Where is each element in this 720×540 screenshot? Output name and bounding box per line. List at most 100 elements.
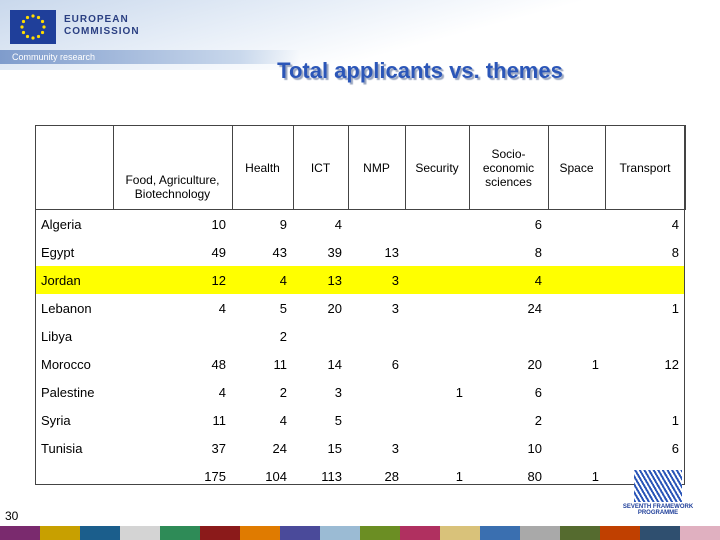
fp7-logo: SEVENTH FRAMEWORK PROGRAMME — [620, 470, 696, 516]
org-line: COMMISSION — [64, 26, 140, 37]
cell — [293, 322, 348, 350]
table-row: Lebanon 4 5 20 3 24 1 — [35, 294, 685, 322]
strip-block — [360, 526, 400, 540]
cell: 24 — [272, 440, 287, 456]
column-header: NMP — [347, 125, 406, 210]
cell — [548, 266, 605, 294]
column-header: Socio-economic sciences — [468, 125, 549, 210]
cell: 6 — [671, 440, 679, 456]
cell — [405, 322, 469, 350]
total-cell: 80 — [527, 468, 542, 484]
star — [25, 34, 30, 39]
strip-block — [400, 526, 440, 540]
cell: 4 — [469, 266, 548, 294]
star — [31, 36, 35, 40]
cell — [548, 434, 605, 462]
cell: 24 — [527, 300, 542, 316]
cell: 20 — [527, 356, 542, 372]
table-row: Libya 2 — [35, 322, 685, 350]
table-row: Syria 11 4 5 2 1 — [35, 406, 685, 434]
cell — [548, 210, 605, 239]
cell — [548, 294, 605, 322]
cell — [405, 266, 469, 294]
star — [40, 30, 45, 35]
row-label: Morocco — [41, 356, 91, 372]
column-header: Health — [231, 125, 294, 210]
total-cell: 113 — [321, 468, 342, 484]
cell — [469, 322, 548, 350]
cell: 14 — [327, 356, 342, 372]
cell — [348, 378, 405, 406]
org-line: EUROPEAN — [64, 14, 129, 25]
cell — [348, 406, 405, 434]
logo-line: SEVENTH FRAMEWORK — [622, 504, 694, 510]
cell: 11 — [212, 412, 227, 428]
cell — [605, 266, 685, 294]
cell — [405, 294, 469, 322]
cell: 4 — [232, 266, 293, 294]
cell — [548, 238, 605, 266]
strip-block — [680, 526, 720, 540]
logo-mark — [634, 470, 682, 502]
cell: 10 — [527, 440, 542, 456]
strip-block — [480, 526, 520, 540]
cell: 20 — [327, 300, 342, 316]
star — [20, 25, 24, 29]
row-label: Libya — [41, 328, 73, 344]
strip-block — [280, 526, 320, 540]
row-label: Lebanon — [41, 300, 92, 316]
table-row: Morocco 48 11 14 6 20 1 12 — [35, 350, 685, 378]
strip-block — [600, 526, 640, 540]
cell: 48 — [211, 356, 226, 372]
cell — [405, 406, 469, 434]
row-label: Algeria — [41, 216, 82, 232]
total-cell: 1 — [455, 468, 463, 484]
cell: 3 — [391, 300, 399, 316]
strip-block — [440, 526, 480, 540]
cell — [605, 378, 685, 406]
column-header: ICT — [292, 125, 349, 210]
column-header: Transport — [604, 125, 686, 210]
star — [25, 15, 30, 20]
strip-block — [120, 526, 160, 540]
row-label: Palestine — [41, 384, 95, 400]
cell: 37 — [211, 440, 226, 456]
column-header: Space — [547, 125, 606, 210]
star — [40, 19, 45, 24]
cell: 4 — [279, 412, 287, 428]
column-header: Security — [404, 125, 470, 210]
cell: 1 — [671, 412, 679, 428]
cell — [348, 322, 405, 350]
row-label: Jordan — [35, 266, 113, 294]
page-number: 30 — [5, 509, 19, 523]
cell — [113, 322, 232, 350]
strip-block — [40, 526, 80, 540]
total-cell: 1 — [591, 468, 599, 484]
cell: 5 — [334, 412, 342, 428]
strip-block — [560, 526, 600, 540]
data-table: Food, Agriculture, Biotechnology Health IC… — [35, 125, 686, 490]
cell: 4 — [334, 216, 342, 232]
table-row: Tunisia 37 24 15 3 10 6 — [35, 434, 685, 462]
corner-cell — [35, 125, 114, 210]
row-label — [35, 462, 113, 490]
cell — [405, 238, 469, 266]
cell — [548, 378, 605, 406]
strip-block — [160, 526, 200, 540]
table-row: Jordan 12 4 13 3 4 — [35, 266, 685, 294]
cell: 12 — [113, 266, 232, 294]
cell — [548, 406, 605, 434]
star — [21, 19, 26, 24]
cell — [548, 322, 605, 350]
strip-block — [320, 526, 360, 540]
strip-block — [240, 526, 280, 540]
strip-block — [200, 526, 240, 540]
strip-block — [0, 526, 40, 540]
table-row: Algeria 10 9 4 6 4 — [35, 210, 685, 239]
star — [36, 15, 41, 20]
tagline: Community research — [0, 50, 300, 64]
strip-block — [80, 526, 120, 540]
cell: 4 — [218, 300, 226, 316]
cell: 10 — [211, 216, 226, 232]
star — [31, 14, 35, 18]
